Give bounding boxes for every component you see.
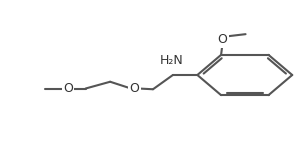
Text: O: O [130,82,140,95]
Text: H₂N: H₂N [159,54,183,67]
Text: O: O [63,82,73,95]
Text: O: O [218,33,228,46]
